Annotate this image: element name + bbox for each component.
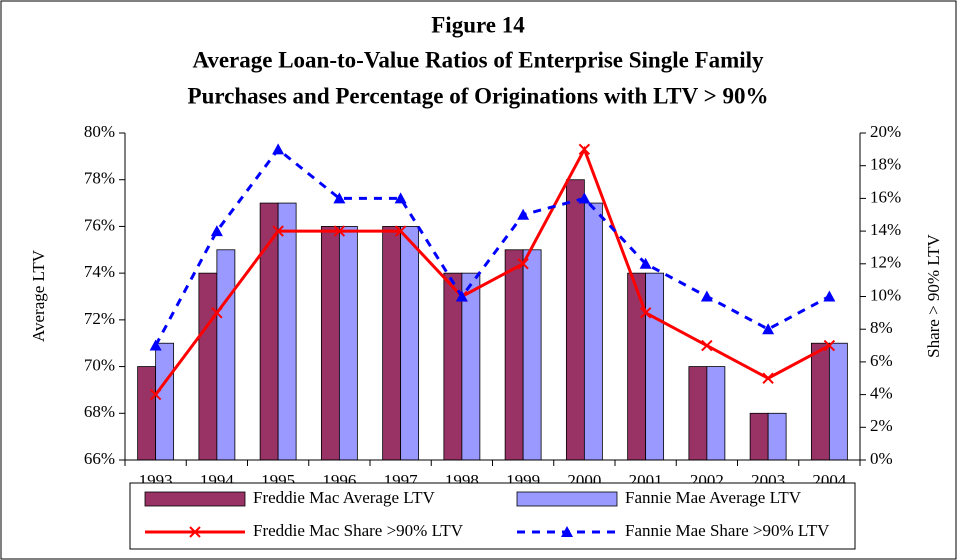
bar — [767, 412, 787, 461]
legend-label: Fannie Mae Share >90% LTV — [625, 521, 830, 540]
y-tick-label: 76% — [84, 215, 115, 234]
chart-title: Figure 14 — [431, 12, 525, 37]
bar — [382, 226, 402, 461]
line-marker — [639, 257, 652, 269]
bar — [645, 272, 665, 461]
bar — [749, 412, 769, 461]
legend-swatch — [144, 491, 246, 507]
legend-label: Freddie Mac Share >90% LTV — [253, 521, 464, 540]
bar — [277, 202, 297, 461]
y2-tick-label: 2% — [870, 416, 893, 435]
line-marker — [639, 307, 652, 319]
line-marker — [762, 372, 774, 384]
y2-tick-label: 20% — [870, 122, 901, 141]
chart-title: Purchases and Percentage of Originations… — [188, 83, 769, 108]
y2-tick-label: 4% — [870, 384, 893, 403]
bar — [198, 272, 218, 461]
line-marker — [517, 258, 529, 270]
legend-marker — [561, 526, 573, 537]
chart-title: Average Loan-to-Value Ratios of Enterpri… — [192, 47, 764, 72]
line-marker — [210, 225, 223, 237]
line-marker — [578, 192, 591, 204]
y-tick-label: 68% — [84, 402, 115, 421]
bar — [810, 342, 830, 461]
y2-tick-label: 16% — [870, 187, 901, 206]
y2-tick-label: 18% — [870, 155, 901, 174]
bar — [583, 202, 603, 461]
line-marker — [823, 339, 836, 352]
bar — [706, 366, 726, 461]
legend-label: Fannie Mae Average LTV — [625, 488, 802, 507]
y-axis-label: Average LTV — [29, 249, 48, 342]
y2-tick-label: 6% — [870, 351, 893, 370]
line-marker — [700, 290, 713, 302]
line-marker — [394, 192, 407, 204]
bar — [155, 342, 175, 461]
bar — [688, 366, 708, 461]
y-tick-label: 72% — [84, 309, 115, 328]
legend-label: Freddie Mac Average LTV — [253, 488, 435, 507]
line-marker — [333, 225, 346, 237]
bar — [627, 272, 647, 461]
bar — [504, 249, 524, 461]
legend-swatch — [516, 491, 618, 507]
y2-tick-label: 8% — [870, 318, 893, 337]
line-marker — [701, 339, 713, 352]
line-marker — [517, 208, 530, 220]
y2-tick-label: 0% — [870, 449, 893, 468]
line-marker — [578, 143, 591, 156]
y2-tick-label: 14% — [870, 220, 901, 239]
bar — [338, 226, 358, 461]
line-marker — [149, 388, 162, 401]
line-marker — [823, 290, 836, 302]
line-marker — [211, 307, 223, 319]
bar — [320, 226, 340, 461]
line-marker — [272, 143, 285, 155]
y-tick-label: 78% — [84, 169, 115, 188]
y-tick-label: 66% — [84, 449, 115, 468]
y-tick-label: 74% — [84, 262, 115, 281]
bar — [828, 342, 848, 461]
bar — [522, 249, 542, 461]
line-marker — [455, 290, 468, 302]
legend-marker — [189, 526, 201, 538]
bar — [216, 249, 236, 461]
line-marker — [272, 225, 284, 237]
line-marker — [333, 192, 346, 204]
bar — [565, 179, 585, 461]
y2-axis-label: Share > 90% LTV — [924, 233, 943, 357]
line-marker — [394, 225, 407, 237]
y-tick-label: 70% — [84, 355, 115, 374]
line-marker — [762, 323, 775, 335]
bar — [137, 366, 157, 461]
y-tick-label: 80% — [84, 122, 115, 141]
line — [154, 147, 831, 347]
line — [154, 145, 831, 396]
bar — [400, 226, 420, 461]
y2-tick-label: 10% — [870, 285, 901, 304]
line-marker — [149, 339, 162, 351]
y2-tick-label: 12% — [870, 253, 901, 272]
legend-box — [129, 482, 856, 550]
